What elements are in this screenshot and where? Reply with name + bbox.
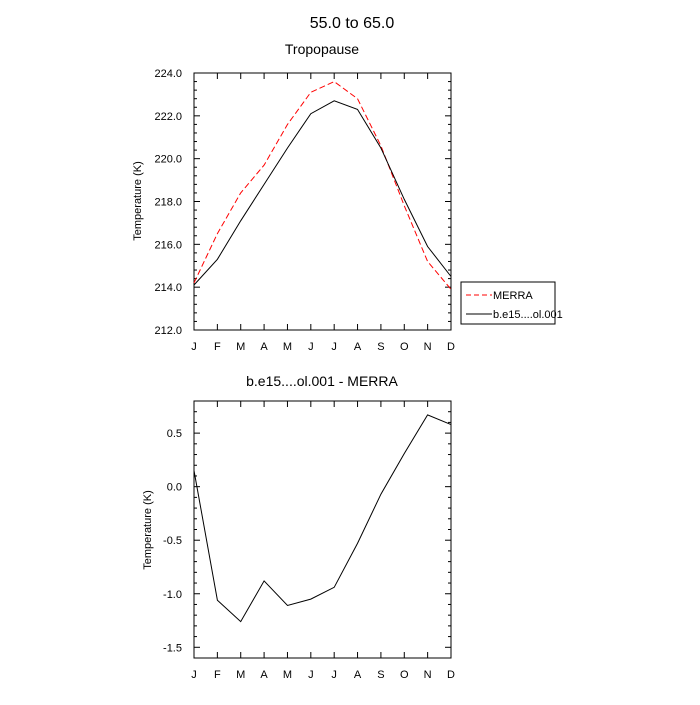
plot1-title: Tropopause xyxy=(285,41,359,57)
x-tick-label: S xyxy=(377,341,384,353)
y-tick-label: -1.0 xyxy=(163,589,182,601)
x-tick-label: J xyxy=(191,341,197,353)
x-tick-label: M xyxy=(236,341,245,353)
x-tick-label: O xyxy=(400,341,409,353)
x-tick-label: A xyxy=(354,669,362,681)
y-tick-label: 212.0 xyxy=(154,325,182,337)
x-tick-label: N xyxy=(424,669,432,681)
x-tick-label: J xyxy=(331,669,337,681)
y-tick-label: 216.0 xyxy=(154,239,182,251)
y-tick-label: 222.0 xyxy=(154,111,182,123)
x-tick-label: D xyxy=(447,669,455,681)
plot2-ylabel: Temperature (K) xyxy=(142,490,154,569)
tropopause-plot: Tropopause Temperature (K) J F M A M J J A S O N D 2… xyxy=(132,41,455,353)
y-tick-label: 218.0 xyxy=(154,197,182,209)
x-tick-label: A xyxy=(260,669,268,681)
x-tick-label: J xyxy=(308,669,314,681)
legend-box xyxy=(460,281,556,325)
series-line-1-0 xyxy=(193,414,452,623)
x-tick-label: M xyxy=(283,341,292,353)
y-tick-label: -0.5 xyxy=(163,535,182,547)
x-tick-label: J xyxy=(308,341,314,353)
y-tick-label: 220.0 xyxy=(154,154,182,166)
legend-label-merra: MERRA xyxy=(493,290,533,302)
x-tick-label: O xyxy=(400,669,409,681)
y-tick-label: 0.0 xyxy=(167,482,182,494)
series-line-0-0 xyxy=(193,81,452,290)
x-tick-label: A xyxy=(260,341,268,353)
x-tick-label: D xyxy=(447,341,455,353)
difference-plot: b.e15....ol.001 - MERRA Temperature (K) … xyxy=(142,373,455,681)
series-line-0-1 xyxy=(193,100,452,286)
x-tick-label: M xyxy=(283,669,292,681)
x-tick-label: J xyxy=(331,341,337,353)
legend: MERRA b.e15....ol.001 xyxy=(460,281,563,325)
page-title: 55.0 to 65.0 xyxy=(310,15,395,32)
x-tick-label: F xyxy=(214,341,221,353)
x-tick-label: S xyxy=(377,669,384,681)
y-tick-label: -1.5 xyxy=(163,642,182,654)
y-tick-label: 0.5 xyxy=(167,428,182,440)
plot-frame xyxy=(193,72,452,331)
legend-label-model: b.e15....ol.001 xyxy=(493,309,563,321)
x-tick-label: J xyxy=(191,669,197,681)
plot1-ylabel: Temperature (K) xyxy=(132,161,144,240)
x-tick-label: M xyxy=(236,669,245,681)
y-tick-label: 224.0 xyxy=(154,68,182,80)
x-tick-label: F xyxy=(214,669,221,681)
x-tick-label: N xyxy=(424,341,432,353)
x-tick-label: A xyxy=(354,341,362,353)
y-tick-label: 214.0 xyxy=(154,282,182,294)
plot2-title: b.e15....ol.001 - MERRA xyxy=(246,373,398,389)
